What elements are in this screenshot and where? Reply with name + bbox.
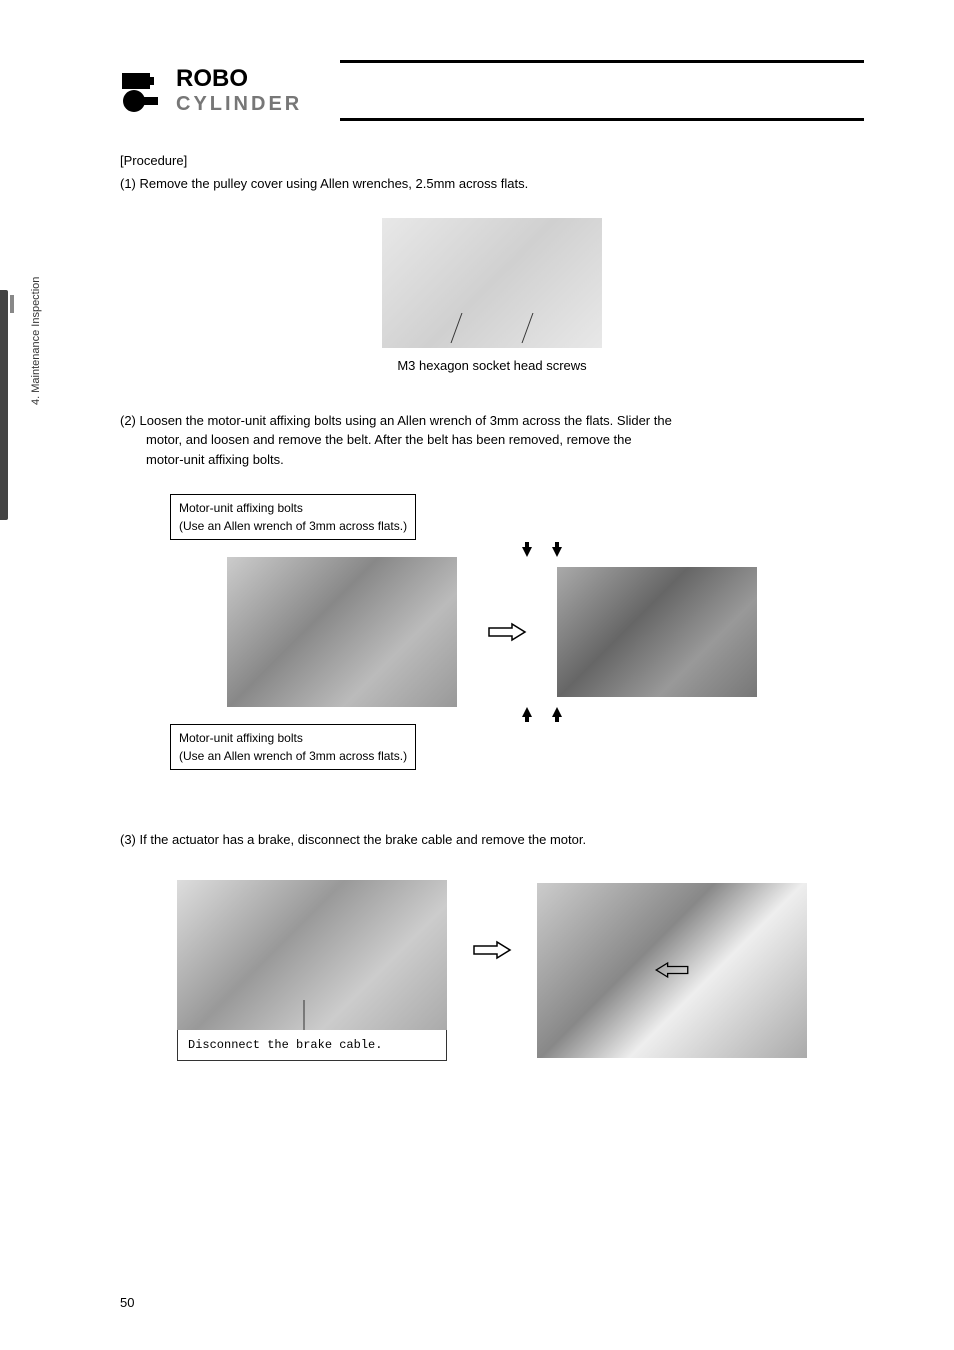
callout-arrows-down [522,542,562,557]
arrow-right-icon-2 [472,940,512,960]
step-2-text-cont1: motor, and loosen and remove the belt. A… [120,430,864,450]
image-1-caption: M3 hexagon socket head screws [120,356,864,376]
callout-bottom: Motor-unit affixing bolts (Use an Allen … [170,724,416,770]
logo-sub-text: CYLINDER [176,93,302,116]
callout-arrows-up [522,707,562,722]
header-logo: ROBO CYLINDER [120,60,864,121]
image-brake-cable [177,880,447,1030]
callout-top-line1: Motor-unit affixing bolts [179,499,407,517]
image-pulley-cover [382,218,602,348]
arrow-right-icon [487,622,527,642]
robo-cylinder-icon [120,67,168,115]
side-tab-text: 4. Maintenance Inspection [30,277,42,405]
header-line-top [340,60,864,63]
callout-brake-cable: Disconnect the brake cable. [177,1029,447,1061]
step-2-text: (2) Loosen the motor-unit affixing bolts… [120,411,864,431]
procedure-title: [Procedure] [120,151,864,171]
callout-bottom-line1: Motor-unit affixing bolts [179,729,407,747]
step-2-text-cont2: motor-unit affixing bolts. [120,450,864,470]
step-3-text: (3) If the actuator has a brake, disconn… [120,830,864,850]
callout-line [297,1000,312,1030]
step-1-text: (1) Remove the pulley cover using Allen … [120,174,864,194]
side-tab: 4. Maintenance Inspection [0,290,30,520]
arrow-left-inner-icon [655,961,690,979]
callout-top-line2: (Use an Allen wrench of 3mm across flats… [179,517,407,535]
page-number: 50 [120,1295,134,1310]
image-motor-unit-after [557,567,757,697]
logo-main-text: ROBO [176,65,302,93]
callout-top: Motor-unit affixing bolts (Use an Allen … [170,494,416,540]
callout-bottom-line2: (Use an Allen wrench of 3mm across flats… [179,747,407,765]
image-motor-unit-before [227,557,457,707]
image-motor-removal [537,883,807,1058]
header-line-bottom [340,118,864,121]
